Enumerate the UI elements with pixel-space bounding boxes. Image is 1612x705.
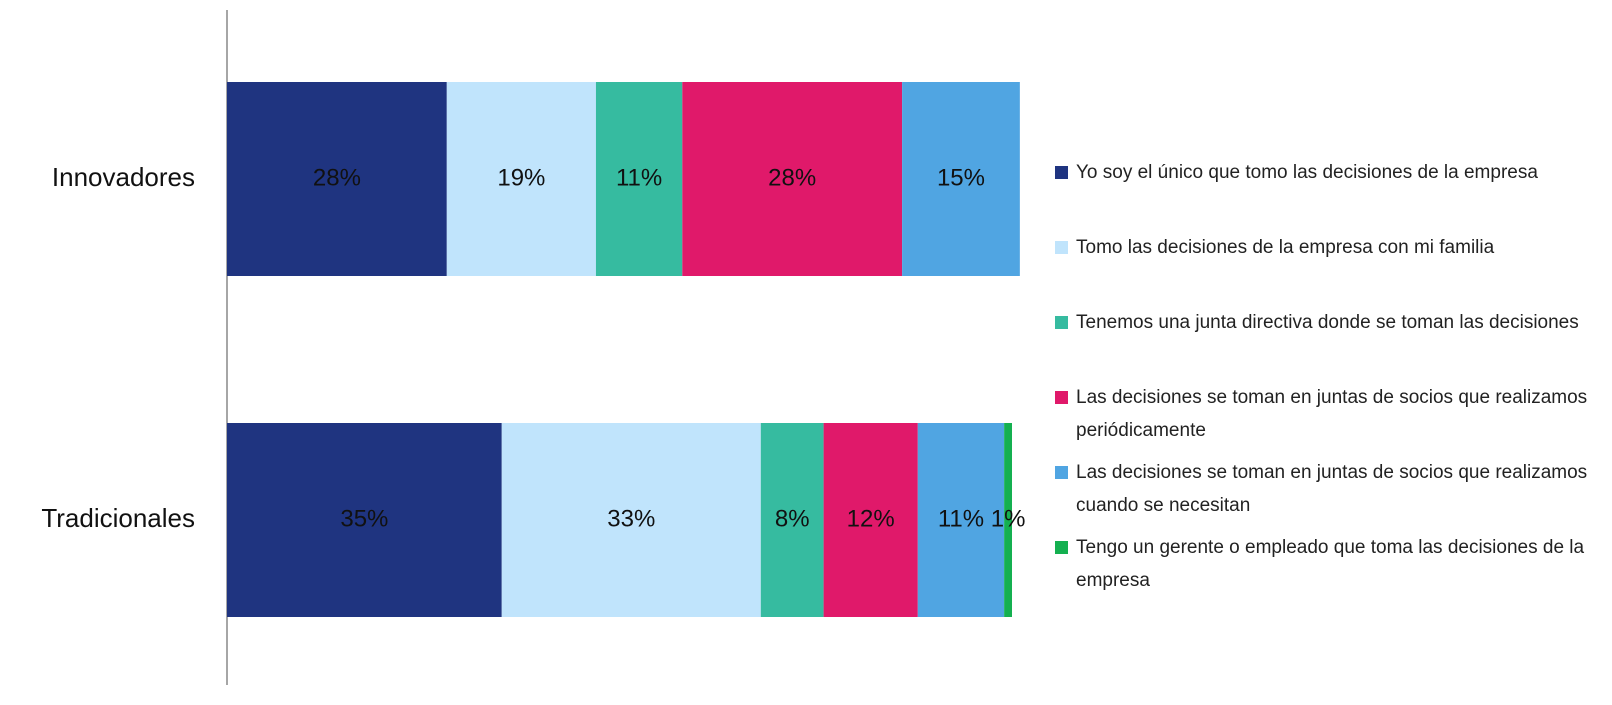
bar-segment [682,82,903,276]
value-label: 35% [340,505,388,532]
bar-segment [595,82,683,276]
legend-item: Las decisiones se toman en juntas de soc… [1052,456,1607,531]
bar-segment [917,423,1005,617]
legend-item: Las decisiones se toman en juntas de soc… [1052,381,1607,456]
value-label: 28% [313,164,361,191]
bar-segment [227,82,447,276]
bar-segment [446,82,596,276]
legend-label: Tengo un gerente o empleado que toma las… [1076,537,1585,591]
bar-segment [501,423,761,617]
legend-label: Yo soy el único que tomo las decisiones … [1076,162,1538,183]
legend-swatch [1055,541,1068,554]
legend-label: Tenemos una junta directiva donde se tom… [1076,312,1579,333]
legend-item: Yo soy el único que tomo las decisiones … [1052,156,1607,231]
value-label: 28% [768,164,816,191]
legend-label: Las decisiones se toman en juntas de soc… [1076,387,1588,441]
value-label: 11% [616,164,662,191]
value-label: 8% [775,505,810,532]
value-label: 11% [938,505,984,532]
legend-swatch [1055,166,1068,179]
legend-label: Las decisiones se toman en juntas de soc… [1076,462,1588,516]
bar-segment [1004,423,1012,617]
value-label: 12% [847,505,895,532]
legend: Yo soy el único que tomo las decisiones … [1052,156,1607,606]
legend-swatch [1055,241,1068,254]
legend-label: Tomo las decisiones de la empresa con mi… [1076,237,1495,258]
category-label: Tradicionales [41,503,195,533]
value-label: 1% [991,505,1026,532]
value-label: 19% [497,164,545,191]
bar-segment [902,82,1020,276]
category-label: Innovadores [52,162,195,192]
value-label: 15% [937,164,985,191]
legend-swatch [1055,391,1068,404]
legend-swatch [1055,316,1068,329]
legend-item: Tomo las decisiones de la empresa con mi… [1052,231,1607,306]
legend-item: Tengo un gerente o empleado que toma las… [1052,531,1607,606]
bar-segment [760,423,824,617]
bar-segment [823,423,918,617]
bar-segment [227,423,502,617]
value-label: 33% [607,505,655,532]
legend-swatch [1055,466,1068,479]
legend-item: Tenemos una junta directiva donde se tom… [1052,306,1607,381]
